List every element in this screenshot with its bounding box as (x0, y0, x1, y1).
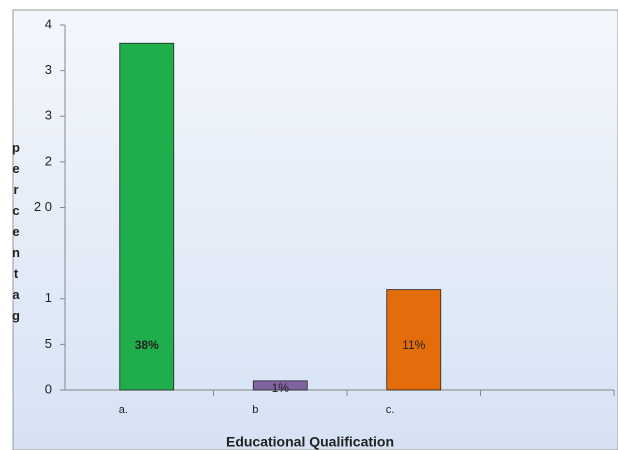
y-tick-label: 2 (45, 153, 52, 168)
bar (252, 380, 308, 391)
y-tick-label: 4 (45, 16, 52, 31)
y-tick-label: 2 0 (34, 199, 52, 214)
y-tick-label: 3 (45, 62, 52, 77)
y-axis-title: percentag (9, 140, 24, 329)
x-tick-label: b (252, 404, 258, 416)
chart-background (12, 9, 618, 450)
y-tick-label: 5 (45, 336, 52, 351)
data-label: 38% (135, 338, 159, 352)
y-tick-label: 1 (45, 290, 52, 305)
bar (386, 289, 442, 391)
x-axis-title: Educational Qualification (226, 434, 394, 450)
x-tick-label: c. (386, 404, 395, 416)
data-label: 1% (272, 381, 290, 395)
bar (119, 42, 175, 391)
data-label: 11% (402, 338, 425, 352)
x-tick-label: a. (119, 404, 128, 416)
y-tick-label: 0 (45, 381, 52, 396)
y-tick-label: 3 (45, 108, 52, 123)
